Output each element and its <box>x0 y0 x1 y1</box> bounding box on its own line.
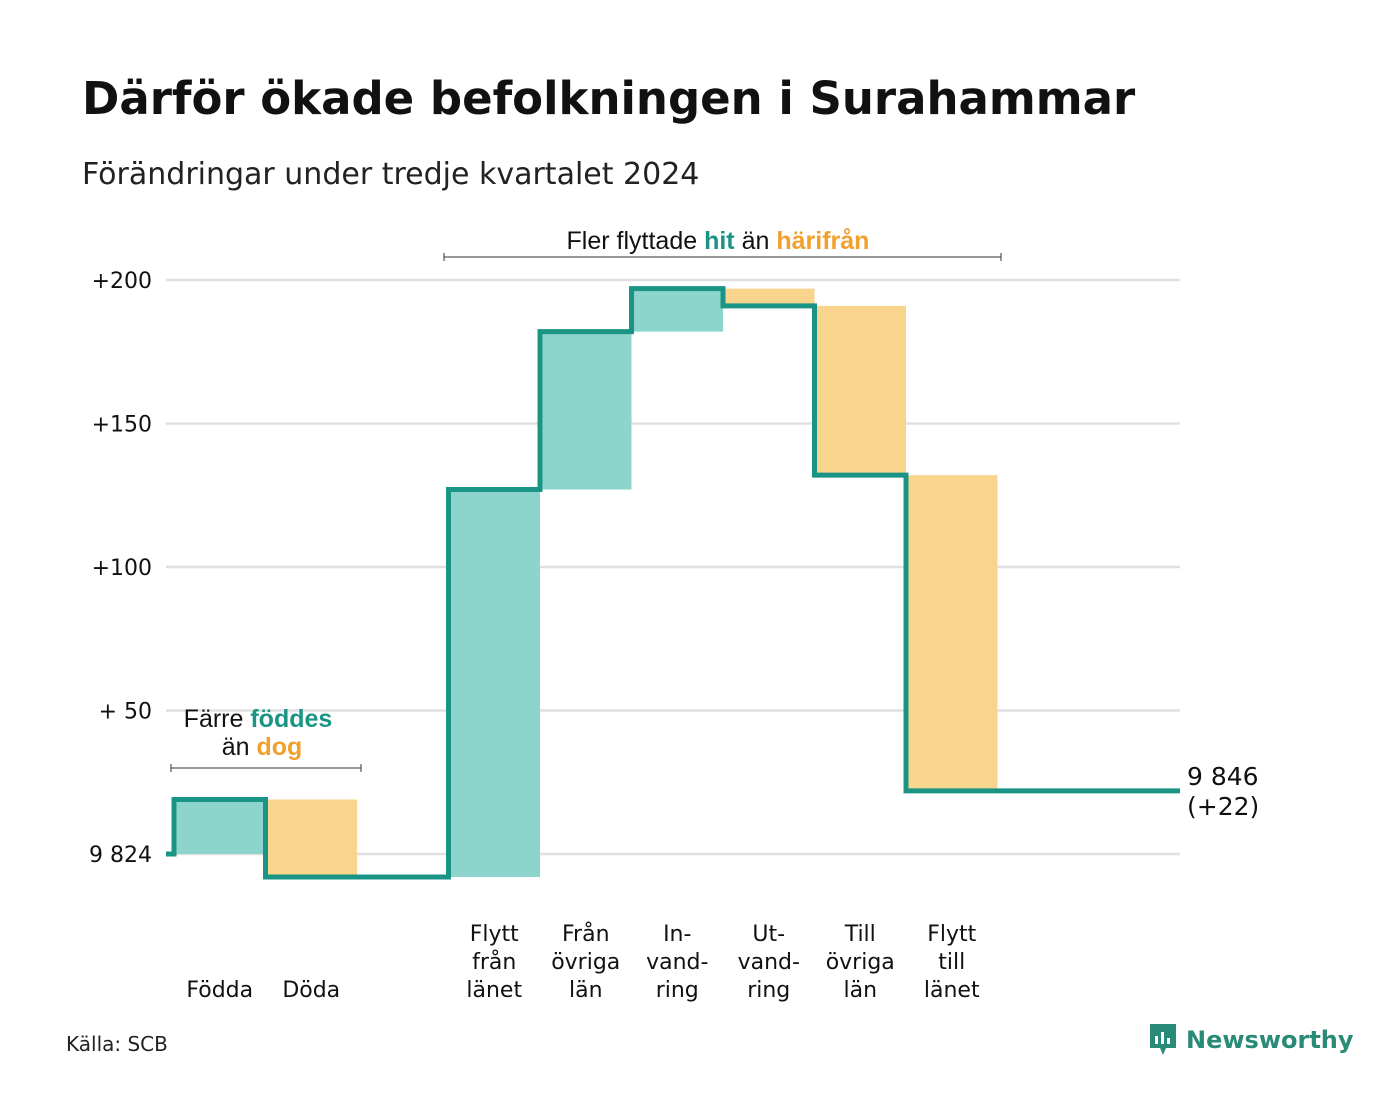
births-annotation-prefix: Färre <box>184 705 244 733</box>
x-category-label: från <box>472 949 516 975</box>
migration-annotation-harifran: härifrån <box>776 227 869 255</box>
x-category-label: Flytt <box>927 922 976 947</box>
migration-annotation-middle: än <box>742 227 770 255</box>
x-category-label: ring <box>656 978 699 1003</box>
step-line <box>166 286 1180 880</box>
x-category-label: In- <box>663 922 691 947</box>
births-annotation: Färre föddes än dog <box>170 705 362 772</box>
brand-name: Newsworthy <box>1186 1026 1354 1054</box>
end-value-label: 9 846 <box>1187 762 1259 791</box>
cumulative-step-line <box>166 286 1180 880</box>
source-label: Källa: SCB <box>66 1032 168 1056</box>
decrease-bar <box>723 288 815 306</box>
bars <box>174 288 998 877</box>
y-tick-label: +150 <box>92 413 152 438</box>
y-tick-label: 9 824 <box>89 843 152 868</box>
svg-text:Färre föddes: Färre föddes <box>184 705 333 733</box>
chart-subtitle: Förändringar under tredje kvartalet 2024 <box>82 157 700 192</box>
annotations: Färre föddes än dog Fler flyttade hit än… <box>170 227 1002 772</box>
x-category-label: Flytt <box>470 922 519 947</box>
migration-annotation-hit: hit <box>704 227 735 255</box>
svg-text:än dog: än dog <box>222 733 303 761</box>
increase-bar <box>174 799 266 854</box>
x-category-label: Födda <box>186 978 253 1003</box>
end-change-label: (+22) <box>1187 792 1259 821</box>
x-category-label: län <box>569 978 603 1003</box>
x-category-label: övriga <box>551 950 620 975</box>
newsworthy-logo: Newsworthy <box>1148 1022 1354 1058</box>
migration-annotation-prefix: Fler flyttade <box>567 227 698 255</box>
x-category-label: vand- <box>646 950 708 975</box>
y-tick-label: + 50 <box>99 700 152 725</box>
x-category-label: till <box>938 950 965 975</box>
increase-bar <box>448 489 540 877</box>
x-category-label: Till <box>844 922 876 947</box>
decrease-bar <box>814 305 906 476</box>
x-category-label: vand- <box>738 950 800 975</box>
x-category-label: Döda <box>282 978 340 1003</box>
decrease-bar <box>265 799 357 877</box>
decrease-bar <box>906 475 998 791</box>
x-category-label: länet <box>466 978 522 1003</box>
y-tick-label: +200 <box>92 269 152 294</box>
svg-text:Fler flyttade hit än härifrån: Fler flyttade hit än härifrån <box>567 227 870 255</box>
chart-title: Därför ökade befolkningen i Surahammar <box>82 72 1136 125</box>
newsworthy-logo-icon <box>1150 1024 1176 1055</box>
x-category-label: Ut- <box>752 922 785 947</box>
increase-bar <box>631 288 723 332</box>
x-category-label: Från <box>562 921 610 947</box>
increase-bar <box>540 331 632 490</box>
x-category-label: län <box>843 978 877 1003</box>
births-annotation-highlight2: dog <box>256 733 302 761</box>
x-category-label: länet <box>924 978 980 1003</box>
x-category-label: övriga <box>826 950 895 975</box>
migration-annotation: Fler flyttade hit än härifrån <box>443 227 1002 261</box>
births-annotation-highlight: föddes <box>250 705 332 733</box>
y-tick-label: +100 <box>92 556 152 581</box>
births-annotation-prefix2: än <box>222 733 250 761</box>
x-category-label: ring <box>747 978 790 1003</box>
